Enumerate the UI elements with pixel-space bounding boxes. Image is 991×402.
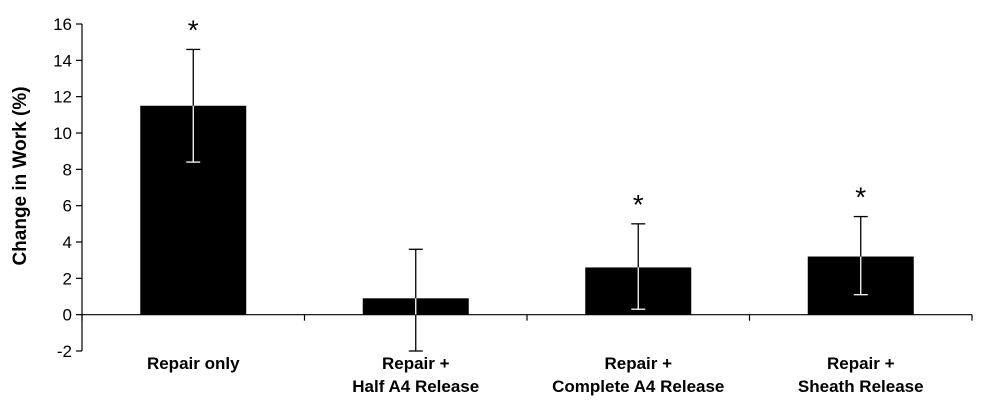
error-bars <box>186 48 868 352</box>
significance-star: * <box>855 182 866 213</box>
significance-star: * <box>188 14 199 45</box>
y-tick-label: 6 <box>63 197 72 216</box>
significance-markers: * * * <box>188 14 867 219</box>
category-label: Complete A4 Release <box>552 377 724 396</box>
y-tick-label: 14 <box>53 51 72 70</box>
category-label: Half A4 Release <box>352 377 479 396</box>
y-tick-label: 0 <box>63 306 72 325</box>
category-label: Repair only <box>147 354 240 373</box>
significance-star: * <box>633 189 644 220</box>
category-label: Repair + <box>827 354 895 373</box>
y-tick-label: 2 <box>63 269 72 288</box>
category-labels: Repair only Repair + Half A4 Release Repair… <box>147 354 924 396</box>
category-label: Sheath Release <box>798 377 924 396</box>
bars <box>140 105 914 315</box>
y-tick-label: 16 <box>53 15 72 34</box>
category-label: Repair + <box>604 354 672 373</box>
x-axis <box>81 314 973 321</box>
y-axis-title: Change in Work (%) <box>10 86 31 265</box>
category-label: Repair + <box>382 354 450 373</box>
y-tick-label: 4 <box>63 233 72 252</box>
y-tick-label: -2 <box>57 342 72 361</box>
y-axis: -2 0 2 4 6 8 10 12 14 16 <box>53 15 83 361</box>
y-tick-label: 12 <box>53 88 72 107</box>
y-tick-label: 8 <box>63 160 72 179</box>
y-tick-label: 10 <box>53 124 72 143</box>
